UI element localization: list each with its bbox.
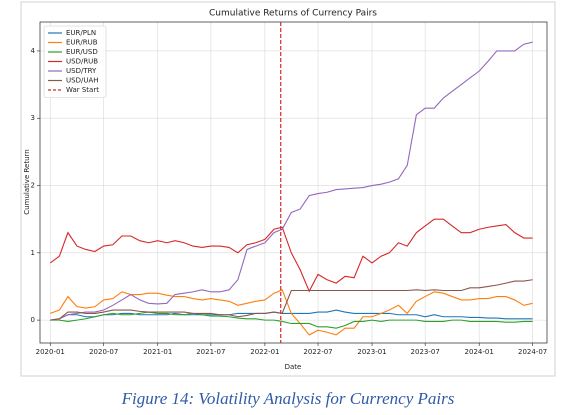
x-tick-label: 2020-01 bbox=[36, 348, 65, 356]
y-tick-label: 1 bbox=[31, 249, 35, 257]
series-line bbox=[49, 218, 533, 293]
plot-frame bbox=[39, 21, 548, 344]
x-axis-label: Date bbox=[285, 363, 302, 371]
legend-label: EUR/USD bbox=[66, 48, 98, 56]
x-tick-label: 2023-07 bbox=[411, 348, 440, 356]
x-tick-label: 2024-01 bbox=[465, 348, 494, 356]
legend-label: USD/UAH bbox=[66, 77, 99, 85]
x-tick-label: 2021-01 bbox=[143, 348, 172, 356]
caption: Figure 14: Volatility Analysis for Curre… bbox=[121, 389, 455, 408]
x-tick-label: 2020-07 bbox=[89, 348, 118, 356]
legend-label: War Start bbox=[66, 86, 99, 94]
y-tick-label: 4 bbox=[31, 47, 36, 55]
x-tick-label: 2021-07 bbox=[196, 348, 225, 356]
legend-box bbox=[43, 25, 107, 98]
legend-label: USD/TRY bbox=[66, 67, 97, 75]
legend-label: USD/RUB bbox=[66, 58, 98, 66]
x-tick-label: 2022-01 bbox=[250, 348, 279, 356]
x-tick-label: 2024-07 bbox=[518, 348, 547, 356]
y-tick-label: 0 bbox=[31, 316, 35, 324]
legend-label: EUR/PLN bbox=[66, 29, 96, 37]
y-tick-label: 2 bbox=[31, 182, 35, 190]
series-line bbox=[50, 41, 533, 321]
legend-label: EUR/RUB bbox=[66, 39, 98, 47]
chart-title: Cumulative Returns of Currency Pairs bbox=[209, 9, 377, 19]
y-tick-label: 3 bbox=[31, 114, 35, 122]
y-axis-label: Cumulative Return bbox=[23, 149, 31, 214]
x-tick-label: 2023-01 bbox=[357, 348, 386, 356]
series-line bbox=[50, 279, 533, 321]
x-tick-label: 2022-07 bbox=[303, 348, 332, 356]
series-line bbox=[50, 311, 533, 329]
